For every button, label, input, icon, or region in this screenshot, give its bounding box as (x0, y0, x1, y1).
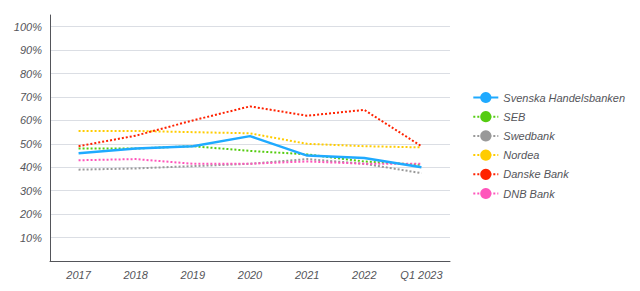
svg-text:2017: 2017 (65, 269, 91, 281)
svg-text:20%: 20% (19, 208, 42, 220)
svg-text:90%: 90% (20, 44, 42, 56)
svg-text:2022: 2022 (351, 269, 376, 281)
svg-text:Danske Bank: Danske Bank (503, 168, 569, 180)
svg-text:Swedbank: Swedbank (503, 130, 555, 142)
svg-text:Q1 2023: Q1 2023 (400, 269, 443, 281)
svg-text:DNB Bank: DNB Bank (503, 188, 555, 200)
svg-text:2019: 2019 (180, 269, 205, 281)
svg-text:2021: 2021 (294, 269, 319, 281)
svg-text:80%: 80% (20, 68, 42, 80)
svg-text:30%: 30% (20, 185, 42, 197)
svg-text:SEB: SEB (503, 111, 525, 123)
svg-text:50%: 50% (20, 138, 42, 150)
svg-text:10%: 10% (20, 232, 42, 244)
svg-text:Svenska Handelsbanken: Svenska Handelsbanken (503, 92, 625, 104)
svg-text:2020: 2020 (237, 269, 263, 281)
svg-text:40%: 40% (20, 161, 42, 173)
svg-text:70%: 70% (20, 91, 42, 103)
svg-text:100%: 100% (14, 21, 42, 33)
svg-text:2018: 2018 (122, 269, 148, 281)
svg-text:Nordea: Nordea (503, 149, 539, 161)
svg-text:60%: 60% (20, 114, 42, 126)
